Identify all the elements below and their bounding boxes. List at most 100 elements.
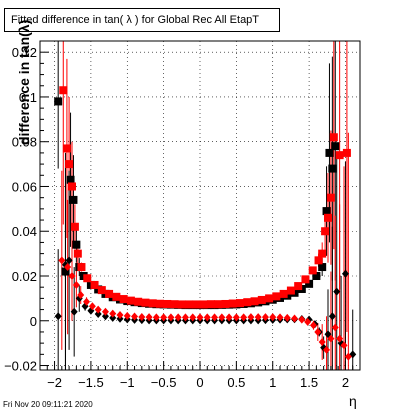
y-tick-label: 0.02 <box>12 269 37 284</box>
data-point-diamond <box>247 313 255 322</box>
data-point-square <box>119 295 128 304</box>
data-point-square <box>62 144 71 153</box>
data-point-square <box>286 286 295 295</box>
data-point-diamond <box>101 307 109 316</box>
data-point-square <box>214 300 223 309</box>
x-tick-label: 2 <box>342 375 349 390</box>
data-point-square <box>318 263 327 272</box>
data-point-diamond <box>109 309 117 318</box>
x-tick-label: 1 <box>269 375 276 390</box>
data-point-square <box>294 282 303 291</box>
data-point-diamond <box>331 323 339 332</box>
y-tick-label: 0.04 <box>12 224 37 239</box>
data-point-square <box>59 86 68 95</box>
data-point-square <box>192 300 201 309</box>
x-tick-label: −1.5 <box>78 375 104 390</box>
data-point-diamond <box>341 269 349 278</box>
data-point-diamond <box>109 313 117 322</box>
data-point-square <box>70 222 79 231</box>
data-point-diamond <box>269 313 277 322</box>
data-point-square <box>243 298 252 307</box>
data-point-diamond <box>167 313 175 322</box>
data-point-square <box>65 160 74 169</box>
x-tick-label: −2 <box>47 375 62 390</box>
data-point-square <box>83 274 92 283</box>
x-tick-label: 0 <box>196 375 203 390</box>
data-point-square <box>156 299 164 308</box>
data-point-diamond <box>276 313 284 322</box>
data-point-diamond <box>304 317 312 326</box>
data-point-square <box>321 227 330 236</box>
data-point-square <box>305 279 314 288</box>
data-point-square <box>250 297 259 306</box>
data-point-square <box>73 249 82 258</box>
data-point-diamond <box>64 263 72 272</box>
data-point-square <box>318 249 327 258</box>
data-point-square <box>97 286 106 295</box>
data-point-square <box>69 195 78 204</box>
data-point-square <box>236 299 244 308</box>
data-point-square <box>322 207 331 216</box>
x-tick-label: 1.5 <box>300 375 318 390</box>
data-point-diamond <box>196 313 204 322</box>
data-point-square <box>328 164 337 173</box>
data-point-square <box>105 289 114 298</box>
y-tick-label: −0.02 <box>4 359 37 374</box>
data-point-square <box>54 97 63 106</box>
data-point-diamond <box>189 313 197 322</box>
data-point-diamond <box>152 313 160 322</box>
data-point-diamond <box>328 312 336 321</box>
x-tick-label: 0.5 <box>227 375 245 390</box>
data-point-diamond <box>65 256 73 265</box>
y-tick-label: 0.1 <box>19 90 37 105</box>
data-point-diamond <box>318 338 326 347</box>
data-point-diamond <box>160 313 168 322</box>
axes: −2 −1.5 −1 −0.5 0 0.5 1 1.5 2 −0.02 0 0.02 0.04 0.06 0… <box>4 45 361 390</box>
data-point-square <box>342 148 351 157</box>
data-point-diamond <box>70 307 78 316</box>
data-point-diamond <box>58 256 66 265</box>
data-point-diamond <box>336 334 344 343</box>
data-point-square <box>331 142 340 151</box>
data-point-square <box>228 299 237 308</box>
data-point-diamond <box>232 313 240 322</box>
data-point-square <box>163 299 172 308</box>
x-tick-label: −0.5 <box>151 375 177 390</box>
data-markers <box>54 86 357 361</box>
data-point-diamond <box>323 345 331 354</box>
y-axis-title: difference in tan(λ) <box>16 19 32 145</box>
data-point-diamond <box>327 334 335 343</box>
data-point-square <box>265 294 274 303</box>
data-point-diamond <box>88 302 96 311</box>
data-point-diamond <box>94 305 102 314</box>
x-axis-title: η <box>349 393 357 409</box>
data-point-diamond <box>94 310 102 319</box>
data-point-diamond <box>145 313 153 322</box>
data-point-square <box>329 133 338 142</box>
data-point-square <box>61 267 70 276</box>
y-tick-label: 0.12 <box>12 45 37 60</box>
data-point-square <box>66 175 75 184</box>
data-point-diamond <box>333 287 341 296</box>
data-point-diamond <box>298 315 306 324</box>
data-point-diamond <box>340 341 348 350</box>
data-point-diamond <box>138 312 146 321</box>
data-point-square <box>170 300 179 309</box>
data-point-diamond <box>174 313 182 322</box>
data-point-square <box>257 295 266 304</box>
data-point-square <box>335 151 344 160</box>
x-tick-label: −1 <box>120 375 135 390</box>
data-point-square <box>314 256 323 265</box>
data-point-diamond <box>291 314 299 323</box>
data-point-square <box>279 289 288 298</box>
y-tick-label: 0.08 <box>12 135 37 150</box>
data-point-diamond <box>344 352 352 361</box>
data-point-square <box>312 272 321 280</box>
data-point-square <box>301 275 310 284</box>
data-point-diamond <box>68 272 76 280</box>
data-point-diamond <box>116 310 124 319</box>
data-point-diamond <box>261 313 269 322</box>
data-point-diamond <box>218 313 226 322</box>
data-point-square <box>112 292 121 301</box>
